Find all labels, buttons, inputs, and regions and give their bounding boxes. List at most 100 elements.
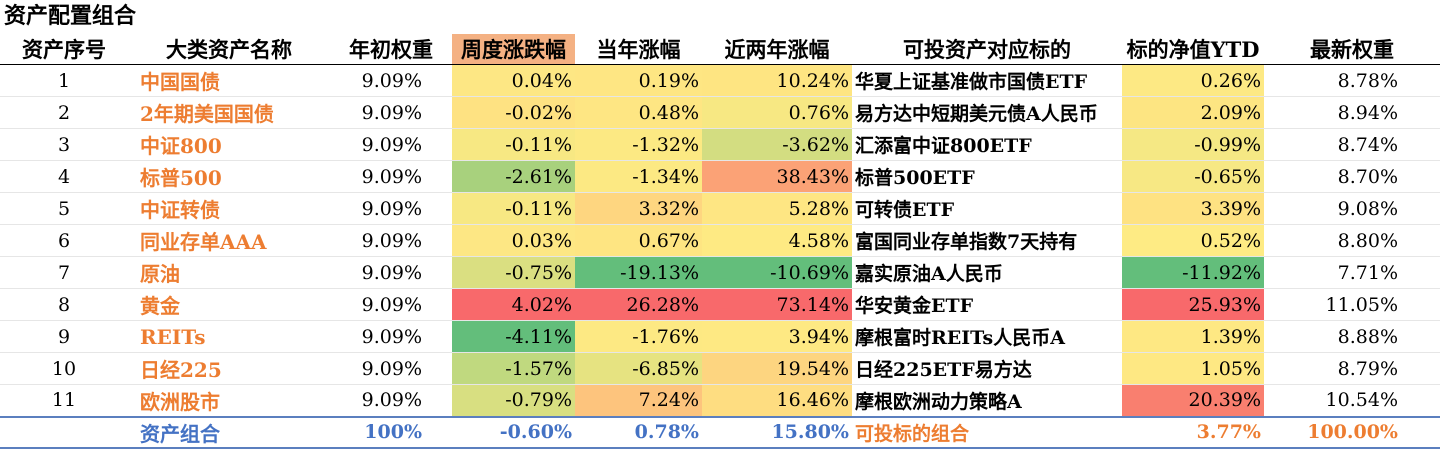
asset-index-cell[interactable]: 5: [0, 192, 128, 225]
total-year-change-cell[interactable]: 0.78%: [575, 415, 702, 449]
header-year-change[interactable]: 当年涨幅: [575, 34, 702, 65]
target-fund-cell[interactable]: 摩根富时REITs人民币A: [852, 320, 1122, 353]
year-change-cell[interactable]: 3.32%: [575, 192, 702, 225]
initial-weight-cell[interactable]: 9.09%: [330, 256, 452, 289]
initial-weight-cell[interactable]: 9.09%: [330, 96, 452, 129]
two-year-change-cell[interactable]: 3.94%: [702, 320, 852, 353]
weekly-change-cell[interactable]: 4.02%: [452, 288, 575, 321]
weekly-change-cell[interactable]: -0.75%: [452, 256, 575, 289]
target-ytd-cell[interactable]: -0.99%: [1122, 128, 1264, 161]
target-ytd-cell[interactable]: 2.09%: [1122, 96, 1264, 129]
weekly-change-cell[interactable]: -0.79%: [452, 384, 575, 417]
weekly-change-cell[interactable]: 0.04%: [452, 64, 575, 97]
weekly-change-cell[interactable]: -0.11%: [452, 128, 575, 161]
asset-name-cell[interactable]: 中证转债: [128, 192, 330, 225]
header-asset-name[interactable]: 大类资产名称: [128, 34, 330, 65]
target-fund-cell[interactable]: 易方达中短期美元债A人民币: [852, 96, 1122, 129]
target-fund-cell[interactable]: 汇添富中证800ETF: [852, 128, 1122, 161]
asset-name-cell[interactable]: 黄金: [128, 288, 330, 321]
latest-weight-cell[interactable]: 8.88%: [1264, 320, 1440, 353]
weekly-change-cell[interactable]: -4.11%: [452, 320, 575, 353]
asset-index-cell[interactable]: 2: [0, 96, 128, 129]
latest-weight-cell[interactable]: 8.80%: [1264, 224, 1440, 257]
two-year-change-cell[interactable]: 38.43%: [702, 160, 852, 193]
asset-name-cell[interactable]: 中国国债: [128, 64, 330, 97]
target-ytd-cell[interactable]: 25.93%: [1122, 288, 1264, 321]
initial-weight-cell[interactable]: 9.09%: [330, 128, 452, 161]
total-target-cell[interactable]: 可投标的组合: [852, 415, 1122, 449]
target-fund-cell[interactable]: 华安黄金ETF: [852, 288, 1122, 321]
target-ytd-cell[interactable]: 1.05%: [1122, 352, 1264, 385]
initial-weight-cell[interactable]: 9.09%: [330, 224, 452, 257]
latest-weight-cell[interactable]: 8.70%: [1264, 160, 1440, 193]
initial-weight-cell[interactable]: 9.09%: [330, 288, 452, 321]
two-year-change-cell[interactable]: 19.54%: [702, 352, 852, 385]
target-fund-cell[interactable]: 摩根欧洲动力策略A: [852, 384, 1122, 417]
header-target-fund[interactable]: 可投资产对应标的: [852, 34, 1122, 65]
asset-name-cell[interactable]: 同业存单AAA: [128, 224, 330, 257]
target-fund-cell[interactable]: 华夏上证基准做市国债ETF: [852, 64, 1122, 97]
total-target-ytd-cell[interactable]: 3.77%: [1122, 415, 1264, 449]
asset-index-cell[interactable]: 1: [0, 64, 128, 97]
two-year-change-cell[interactable]: 5.28%: [702, 192, 852, 225]
total-weekly-change-cell[interactable]: -0.60%: [452, 415, 575, 449]
header-latest-weight[interactable]: 最新权重: [1264, 34, 1440, 65]
year-change-cell[interactable]: 0.19%: [575, 64, 702, 97]
two-year-change-cell[interactable]: -3.62%: [702, 128, 852, 161]
total-latest-weight-cell[interactable]: 100.00%: [1264, 415, 1440, 449]
target-ytd-cell[interactable]: 0.52%: [1122, 224, 1264, 257]
initial-weight-cell[interactable]: 9.09%: [330, 192, 452, 225]
initial-weight-cell[interactable]: 9.09%: [330, 352, 452, 385]
two-year-change-cell[interactable]: 4.58%: [702, 224, 852, 257]
year-change-cell[interactable]: 0.48%: [575, 96, 702, 129]
asset-index-cell[interactable]: 9: [0, 320, 128, 353]
header-initial-weight[interactable]: 年初权重: [330, 34, 452, 65]
target-ytd-cell[interactable]: 1.39%: [1122, 320, 1264, 353]
asset-index-cell[interactable]: 6: [0, 224, 128, 257]
asset-name-cell[interactable]: 原油: [128, 256, 330, 289]
year-change-cell[interactable]: -19.13%: [575, 256, 702, 289]
total-initial-weight-cell[interactable]: 100%: [330, 415, 452, 449]
year-change-cell[interactable]: -1.34%: [575, 160, 702, 193]
initial-weight-cell[interactable]: 9.09%: [330, 320, 452, 353]
asset-index-cell[interactable]: 7: [0, 256, 128, 289]
target-ytd-cell[interactable]: -0.65%: [1122, 160, 1264, 193]
asset-name-cell[interactable]: 欧洲股市: [128, 384, 330, 417]
weekly-change-cell[interactable]: -1.57%: [452, 352, 575, 385]
asset-name-cell[interactable]: REITs: [128, 320, 330, 353]
two-year-change-cell[interactable]: 73.14%: [702, 288, 852, 321]
two-year-change-cell[interactable]: 0.76%: [702, 96, 852, 129]
latest-weight-cell[interactable]: 10.54%: [1264, 384, 1440, 417]
target-fund-cell[interactable]: 富国同业存单指数7天持有: [852, 224, 1122, 257]
latest-weight-cell[interactable]: 8.79%: [1264, 352, 1440, 385]
header-target-ytd[interactable]: 标的净值YTD: [1122, 34, 1264, 65]
target-fund-cell[interactable]: 可转债ETF: [852, 192, 1122, 225]
target-fund-cell[interactable]: 标普500ETF: [852, 160, 1122, 193]
initial-weight-cell[interactable]: 9.09%: [330, 160, 452, 193]
asset-index-cell[interactable]: 8: [0, 288, 128, 321]
asset-name-cell[interactable]: 2年期美国国债: [128, 96, 330, 129]
asset-name-cell[interactable]: 中证800: [128, 128, 330, 161]
total-index-cell[interactable]: [0, 415, 128, 449]
initial-weight-cell[interactable]: 9.09%: [330, 64, 452, 97]
target-ytd-cell[interactable]: 20.39%: [1122, 384, 1264, 417]
header-two-year-change[interactable]: 近两年涨幅: [702, 34, 852, 65]
total-two-year-change-cell[interactable]: 15.80%: [702, 415, 852, 449]
target-fund-cell[interactable]: 日经225ETF易方达: [852, 352, 1122, 385]
year-change-cell[interactable]: 26.28%: [575, 288, 702, 321]
year-change-cell[interactable]: -1.32%: [575, 128, 702, 161]
two-year-change-cell[interactable]: 16.46%: [702, 384, 852, 417]
latest-weight-cell[interactable]: 8.94%: [1264, 96, 1440, 129]
total-name-cell[interactable]: 资产组合: [128, 415, 330, 449]
two-year-change-cell[interactable]: -10.69%: [702, 256, 852, 289]
header-weekly-change[interactable]: 周度涨跌幅: [452, 34, 575, 65]
target-ytd-cell[interactable]: -11.92%: [1122, 256, 1264, 289]
initial-weight-cell[interactable]: 9.09%: [330, 384, 452, 417]
weekly-change-cell[interactable]: -0.02%: [452, 96, 575, 129]
header-asset-index[interactable]: 资产序号: [0, 34, 128, 65]
target-ytd-cell[interactable]: 3.39%: [1122, 192, 1264, 225]
latest-weight-cell[interactable]: 8.78%: [1264, 64, 1440, 97]
latest-weight-cell[interactable]: 8.74%: [1264, 128, 1440, 161]
target-ytd-cell[interactable]: 0.26%: [1122, 64, 1264, 97]
asset-name-cell[interactable]: 日经225: [128, 352, 330, 385]
